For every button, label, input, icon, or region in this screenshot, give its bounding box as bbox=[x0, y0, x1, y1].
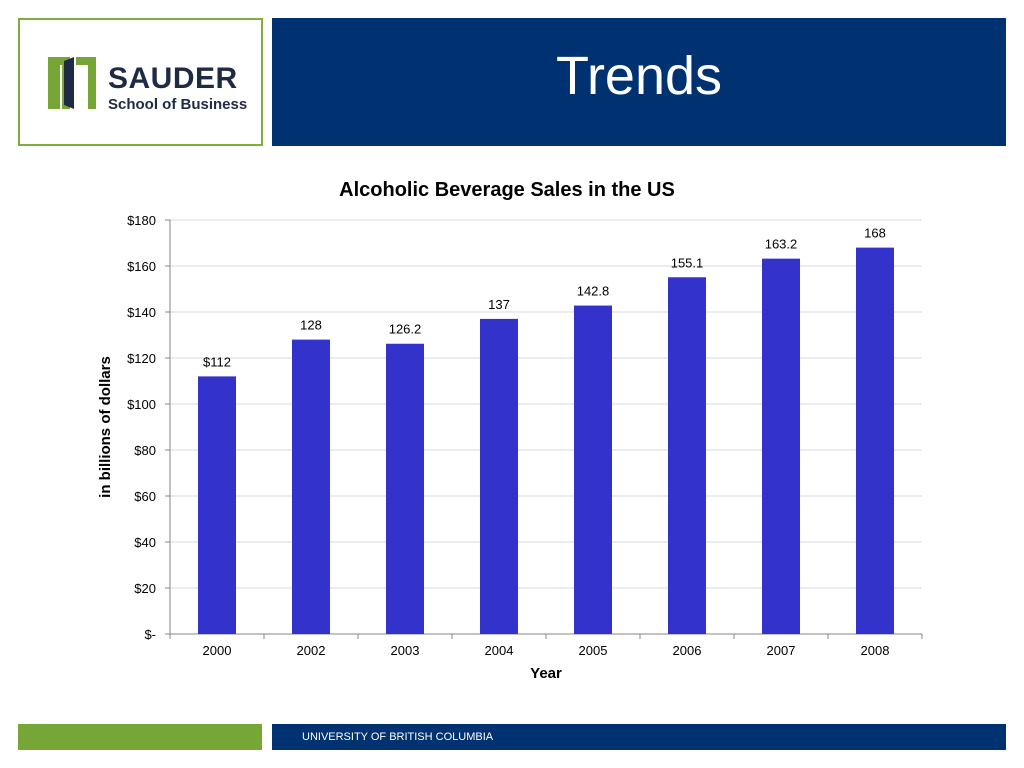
chart-title: Alcoholic Beverage Sales in the US bbox=[339, 179, 675, 201]
chart-svg: Alcoholic Beverage Sales in the US $- $20… bbox=[97, 179, 923, 682]
logo-name: SAUDER bbox=[108, 62, 238, 95]
bar bbox=[856, 247, 894, 634]
y-tick-label: $120 bbox=[127, 351, 156, 366]
x-tick-label: 2007 bbox=[767, 643, 796, 658]
x-tick-label: 2005 bbox=[579, 643, 608, 658]
footer-bar: UNIVERSITY OF BRITISH COLUMBIA bbox=[272, 724, 1006, 750]
bar bbox=[668, 277, 706, 634]
x-tick-label: 2000 bbox=[203, 643, 232, 658]
data-label: $112 bbox=[203, 354, 231, 369]
y-tick-label: $20 bbox=[134, 581, 156, 596]
y-axis-title: in billions of dollars bbox=[97, 356, 114, 498]
y-tick-label: $160 bbox=[127, 259, 156, 274]
y-tick-label: $40 bbox=[134, 535, 156, 550]
x-tick-label: 2002 bbox=[297, 643, 326, 658]
x-tick-label: 2006 bbox=[673, 643, 702, 658]
y-tick-label: $80 bbox=[134, 443, 156, 458]
footer-accent-bar bbox=[18, 724, 262, 750]
bar-chart: Alcoholic Beverage Sales in the US $- $20… bbox=[0, 160, 1024, 700]
sauder-logo: SAUDER School of Business bbox=[18, 18, 263, 146]
x-tick-label: 2004 bbox=[485, 643, 514, 658]
bar bbox=[198, 376, 236, 634]
bar bbox=[292, 339, 330, 634]
bar bbox=[574, 305, 612, 634]
data-label: 155.1 bbox=[671, 255, 704, 270]
bar bbox=[762, 258, 800, 634]
bar bbox=[480, 318, 518, 634]
slide-title: Trends bbox=[555, 46, 723, 106]
data-label: 142.8 bbox=[577, 284, 610, 299]
gridlines bbox=[170, 219, 922, 589]
data-label: 126.2 bbox=[389, 322, 422, 337]
y-tick-label: $- bbox=[144, 627, 156, 642]
logo-subtitle: School of Business bbox=[108, 96, 248, 113]
footer-text: UNIVERSITY OF BRITISH COLUMBIA bbox=[302, 731, 494, 743]
x-axis-title: Year bbox=[530, 665, 562, 682]
data-labels: $112 128 126.2 137 142.8 155.1 163.2 168 bbox=[203, 226, 886, 370]
data-label: 168 bbox=[864, 226, 886, 241]
y-tick-label: $140 bbox=[127, 305, 156, 320]
y-tick-label: $100 bbox=[127, 397, 156, 412]
x-tick-label: 2008 bbox=[861, 643, 890, 658]
data-label: 163.2 bbox=[765, 237, 798, 252]
title-bar: Trends bbox=[272, 18, 1006, 146]
data-label: 137 bbox=[488, 297, 510, 312]
sauder-logo-mark-icon bbox=[48, 57, 96, 109]
y-tick-label: $60 bbox=[134, 489, 156, 504]
y-tick-label: $180 bbox=[127, 213, 156, 228]
data-label: 128 bbox=[300, 318, 322, 333]
bars bbox=[198, 247, 894, 634]
axes: $- $20 $40 $60 $80 $100 $120 $140 $160 $180 2000 20… bbox=[127, 213, 923, 658]
x-tick-label: 2003 bbox=[391, 643, 420, 658]
bar bbox=[386, 343, 424, 634]
